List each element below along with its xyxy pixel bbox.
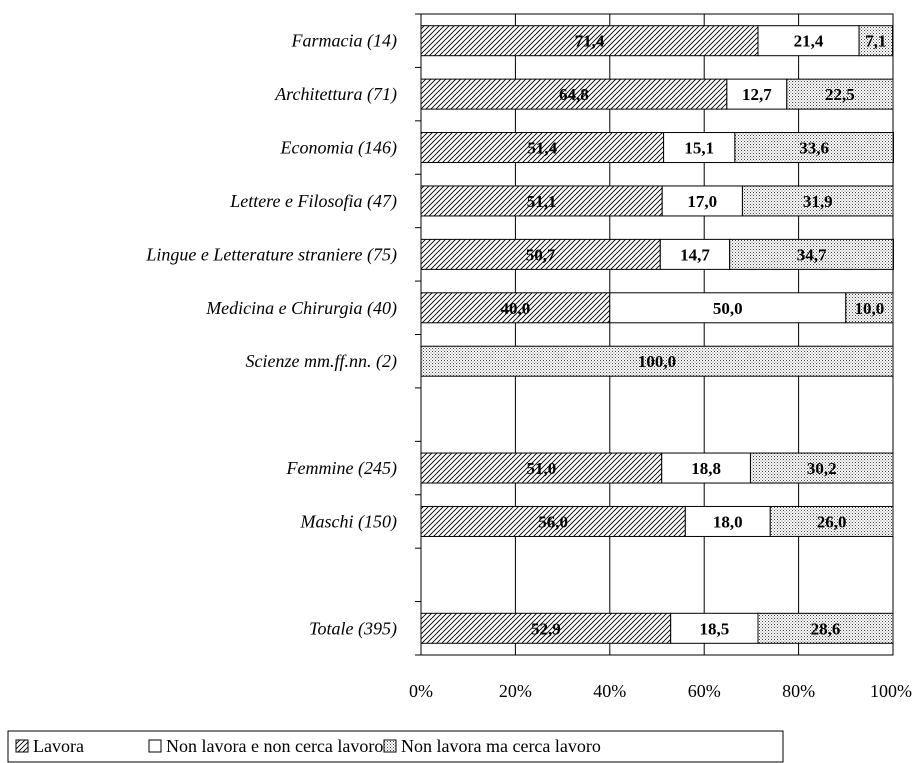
value-label: 17,0 [687, 192, 717, 211]
value-label: 15,1 [684, 139, 714, 158]
category-label: Medicina e Chirurgia (40) [205, 298, 397, 319]
value-label: 40,0 [501, 299, 531, 318]
value-label: 56,0 [538, 512, 568, 531]
x-tick-label: 0% [409, 681, 433, 701]
category-label: Economia (146) [280, 138, 397, 159]
value-label: 51,4 [527, 139, 557, 158]
plot-border [420, 13, 894, 656]
value-label: 52,9 [531, 619, 561, 638]
x-tick-label: 100% [870, 681, 912, 701]
value-label: 51,0 [526, 459, 556, 478]
category-labels: Farmacia (14) Architettura (71) Economia (… [145, 31, 397, 640]
bar-segment [670, 612, 759, 644]
value-label: 12,7 [742, 85, 772, 104]
bar-segment [420, 452, 663, 484]
value-label: 18,5 [699, 619, 729, 638]
bar-segment [661, 185, 743, 217]
category-label: Scienze mm.ff.nn. (2) [246, 351, 397, 372]
value-label: 51,1 [527, 192, 557, 211]
category-label: Farmacia (14) [291, 31, 397, 52]
x-tick-label: 60% [688, 681, 721, 701]
x-tick-labels: 0% 20% 40% 60% 80% 100% [409, 681, 912, 701]
legend-swatch [148, 739, 162, 753]
value-label: 71,4 [575, 32, 605, 51]
category-label: Femmine (245) [286, 458, 397, 479]
category-label: Maschi (150) [300, 511, 397, 532]
bars: 71,4 21,4 7,1 64,8 12,7 22,5 51,4 15,1 33,6 51,1 1… [420, 25, 894, 644]
value-label: 31,9 [803, 192, 833, 211]
value-label: 50,0 [713, 299, 743, 318]
value-label: 10,0 [855, 299, 885, 318]
value-label: 34,7 [797, 245, 827, 264]
bar-segment [741, 185, 894, 217]
category-label: Architettura (71) [274, 84, 397, 105]
legend-entry: Non lavora e non cerca lavoro [166, 736, 383, 756]
value-label: 28,6 [811, 619, 841, 638]
plot-frame [415, 13, 894, 656]
value-label: 22,5 [825, 85, 855, 104]
x-tick-label: 20% [499, 681, 532, 701]
category-label: Lettere e Filosofia (47) [229, 191, 397, 212]
bar-segment [659, 238, 731, 270]
value-label: 26,0 [817, 512, 847, 531]
bar-segment [858, 25, 894, 57]
value-label: 21,4 [794, 32, 824, 51]
value-label: 50,7 [526, 245, 556, 264]
x-tick-label: 40% [593, 681, 626, 701]
value-label: 18,8 [691, 459, 721, 478]
bar-segment [749, 452, 894, 484]
bar-segment [684, 505, 771, 537]
bar-segment [420, 238, 661, 270]
bar-segment [661, 452, 751, 484]
legend-swatch [383, 739, 397, 753]
legend-entry: Lavora [33, 736, 84, 756]
value-label: 30,2 [807, 459, 837, 478]
legend-swatch [15, 739, 29, 753]
bar-segment [420, 25, 759, 57]
bar-segment [420, 612, 672, 644]
value-label: 14,7 [680, 245, 710, 264]
bar-segment [786, 78, 894, 110]
gridlines [514, 14, 800, 655]
bar-segment [420, 185, 663, 217]
value-label: 7,1 [865, 32, 886, 51]
x-tick-label: 80% [782, 681, 815, 701]
value-label: 18,0 [713, 512, 743, 531]
legend-entry: Non lavora ma cerca lavoro [401, 736, 601, 756]
bar-segment [734, 132, 894, 164]
bar-segment [845, 292, 894, 324]
legend: Lavora Non lavora e non cerca lavoro Non l… [7, 730, 784, 763]
category-label: Lingue e Letterature straniere (75) [145, 244, 397, 265]
value-label: 100,0 [638, 352, 676, 371]
bar-segment [769, 505, 894, 537]
category-label: Totale (395) [309, 618, 397, 639]
value-label: 33,6 [799, 139, 829, 158]
bar-segment [757, 25, 860, 57]
bar-segment [757, 612, 894, 644]
value-label: 64,8 [559, 85, 589, 104]
bar-segment [420, 345, 894, 377]
